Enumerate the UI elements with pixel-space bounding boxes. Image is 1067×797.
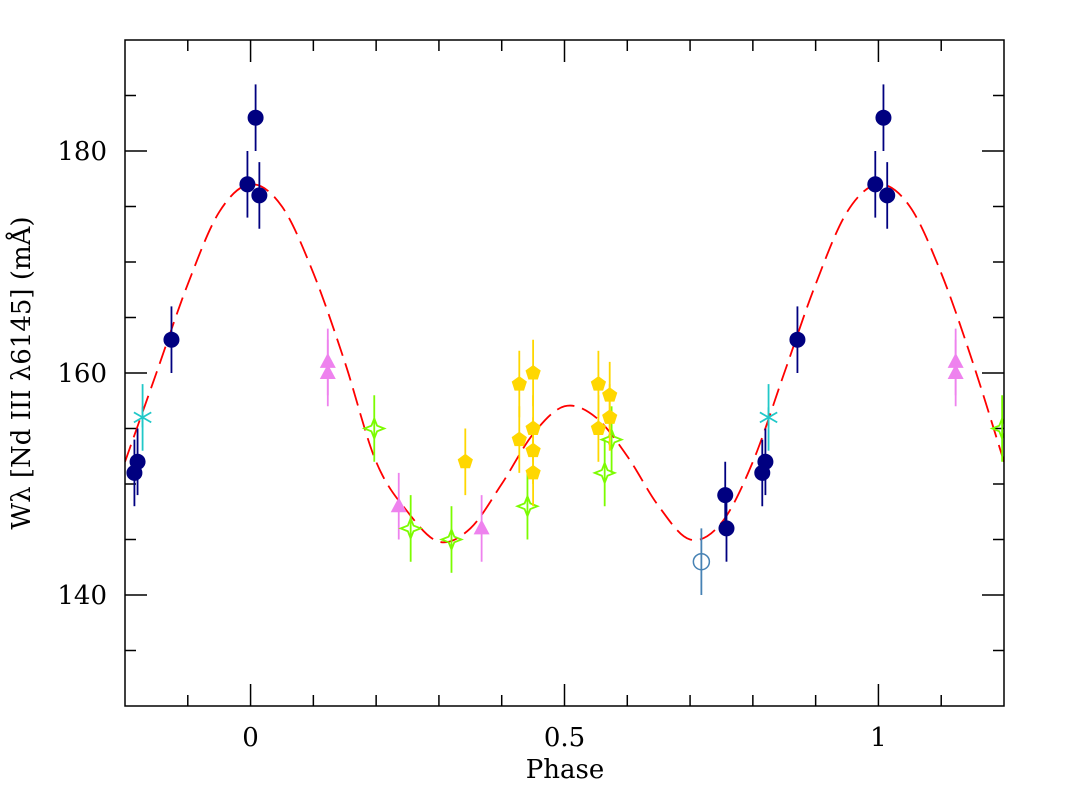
data-point — [390, 497, 407, 513]
x-tick-label: 0 — [242, 723, 259, 753]
data-point — [717, 487, 734, 504]
data-point — [718, 520, 735, 537]
data-point — [525, 464, 541, 480]
data-point — [525, 365, 541, 380]
data-point — [757, 453, 774, 470]
y-tick-label: 180 — [57, 137, 107, 167]
y-tick-label: 160 — [57, 359, 107, 389]
data-point — [163, 331, 180, 348]
data-point — [319, 364, 336, 379]
data-point — [692, 552, 711, 571]
x-tick-label: 1 — [870, 723, 887, 753]
x-axis-label: Phase — [526, 755, 604, 785]
data-point — [947, 364, 964, 379]
data-point — [251, 187, 268, 204]
data-point — [789, 331, 806, 348]
data-point — [439, 527, 464, 552]
data-point — [247, 109, 264, 126]
data-point — [473, 519, 490, 535]
data-point — [361, 416, 387, 441]
plot-area — [125, 84, 1004, 595]
fit-curve — [125, 183, 1004, 544]
data-point — [398, 515, 424, 541]
data-point — [457, 453, 473, 469]
data-point — [759, 407, 778, 428]
data-point — [875, 109, 892, 126]
data-point — [511, 376, 527, 391]
data-point — [133, 407, 152, 428]
data-point — [129, 453, 146, 470]
data-point — [590, 376, 607, 391]
data-point — [511, 431, 527, 447]
y-tick-label: 140 — [57, 581, 107, 611]
data-point — [867, 176, 884, 193]
data-point — [602, 409, 618, 424]
data-point — [989, 416, 1004, 441]
data-point — [879, 187, 896, 204]
data-point — [592, 460, 618, 486]
plot-frame — [124, 39, 1005, 707]
data-point — [599, 427, 625, 453]
data-point — [590, 420, 607, 435]
data-point — [239, 176, 256, 193]
x-tick-label: 0.5 — [544, 723, 585, 753]
y-axis-label: Wλ [Nd III λ6145] (mÅ) — [5, 216, 37, 529]
